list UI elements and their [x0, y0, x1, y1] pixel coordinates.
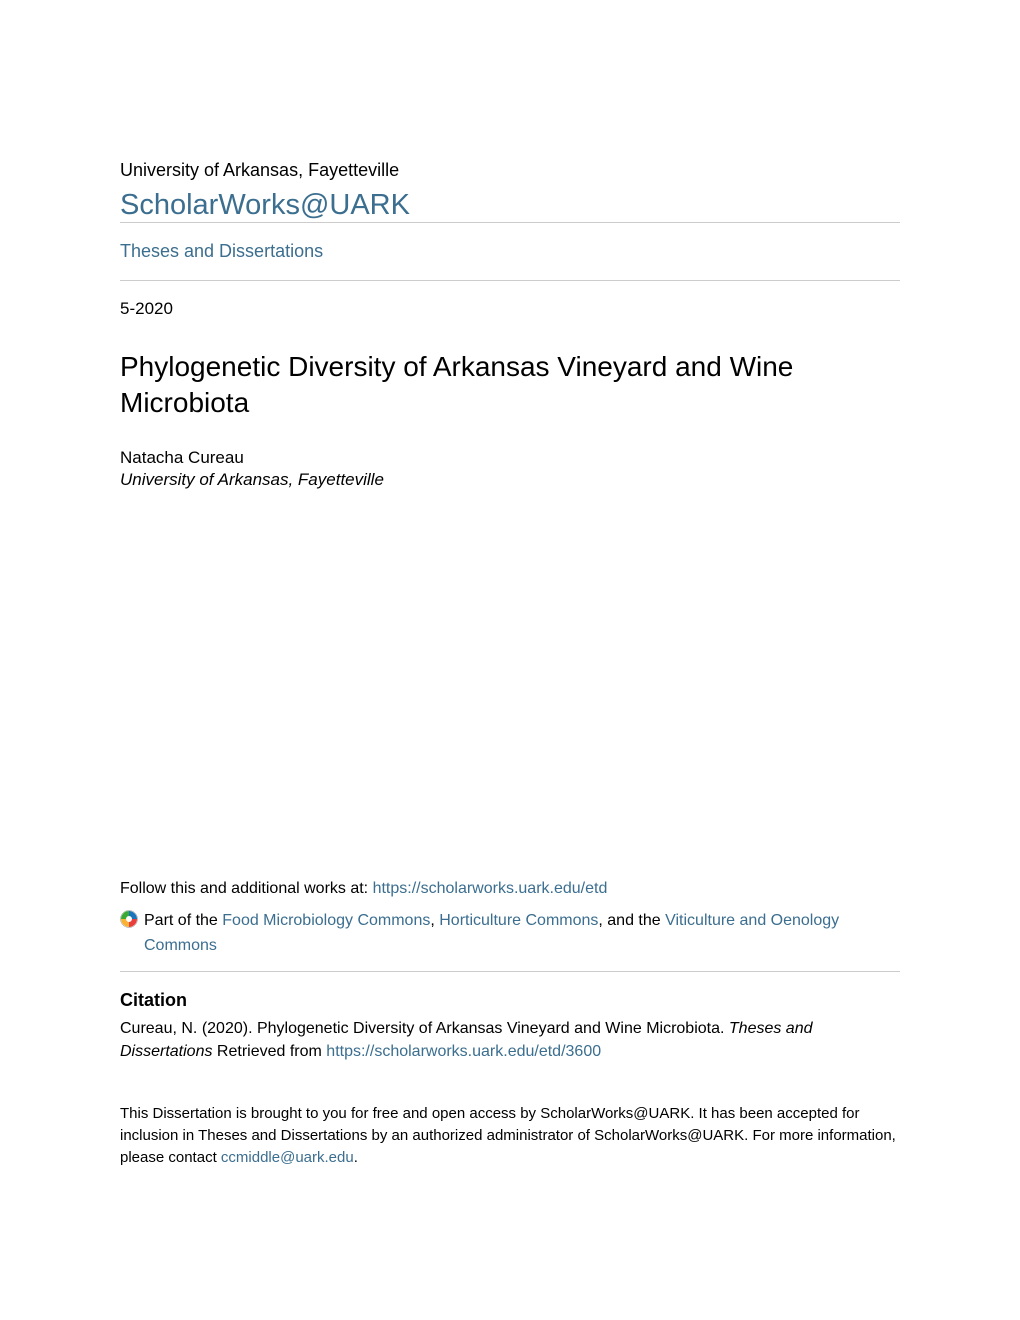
content-spacer	[120, 490, 900, 880]
commons-link-2[interactable]: Horticulture Commons	[439, 912, 598, 929]
divider-section	[120, 280, 900, 281]
network-sep1: ,	[430, 912, 439, 929]
footer-note: This Dissertation is brought to you for …	[120, 1103, 900, 1168]
citation-url-link[interactable]: https://scholarworks.uark.edu/etd/3600	[326, 1043, 601, 1060]
citation-text-after: Retrieved from	[212, 1043, 326, 1060]
institution-name: University of Arkansas, Fayetteville	[120, 160, 900, 181]
paper-title: Phylogenetic Diversity of Arkansas Viney…	[120, 349, 900, 422]
footer-email-link[interactable]: ccmiddle@uark.edu	[221, 1149, 354, 1166]
site-title-link[interactable]: ScholarWorks@UARK	[120, 189, 410, 221]
citation-header: Citation	[120, 990, 900, 1011]
network-prefix: Part of the	[144, 912, 222, 929]
author-affiliation: University of Arkansas, Fayetteville	[120, 470, 900, 490]
network-text: Part of the Food Microbiology Commons, H…	[144, 908, 900, 959]
author-name: Natacha Cureau	[120, 448, 900, 468]
network-commons-icon	[120, 910, 138, 937]
divider-citation	[120, 971, 900, 972]
follow-url-link[interactable]: https://scholarworks.uark.edu/etd	[373, 880, 608, 897]
network-line: Part of the Food Microbiology Commons, H…	[120, 908, 900, 959]
citation-text-before: Cureau, N. (2020). Phylogenetic Diversit…	[120, 1020, 729, 1037]
network-sep2: , and the	[598, 912, 665, 929]
follow-prefix: Follow this and additional works at:	[120, 880, 373, 897]
publication-date: 5-2020	[120, 299, 900, 319]
page-container: University of Arkansas, Fayetteville Sch…	[0, 0, 1020, 1229]
follow-line: Follow this and additional works at: htt…	[120, 880, 900, 898]
commons-link-1[interactable]: Food Microbiology Commons	[222, 912, 430, 929]
footer-suffix: .	[354, 1149, 358, 1166]
theses-link[interactable]: Theses and Dissertations	[120, 223, 900, 280]
citation-body: Cureau, N. (2020). Phylogenetic Diversit…	[120, 1017, 900, 1063]
